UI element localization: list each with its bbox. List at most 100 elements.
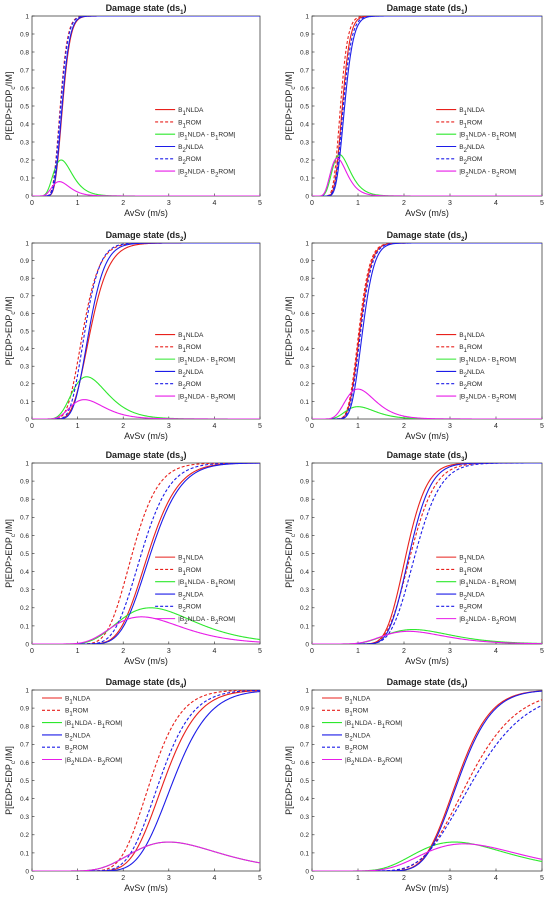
y-tick-label: 0: [305, 641, 309, 648]
x-tick-label: 4: [494, 200, 498, 207]
legend-label: |B1NLDA - B1ROM|: [459, 132, 517, 142]
x-tick-label: 0: [310, 875, 314, 882]
series-line-5: [312, 704, 542, 871]
chart-title: Damage state (ds3): [106, 450, 187, 463]
y-tick-label: 0.3: [20, 814, 29, 821]
x-axis-label: AvSv (m/s): [124, 656, 168, 666]
series-line-2: [32, 690, 260, 871]
y-tick-label: 0.8: [20, 49, 29, 56]
chart-panel-8: Damage state (ds4) 0 1 2 3 4 5 0 0.1 0.2 0.3 0.4 0.5…: [284, 677, 544, 893]
y-tick-label: 0.7: [20, 293, 29, 300]
series-line-3: [312, 154, 542, 196]
y-tick-label: 1: [305, 687, 309, 694]
x-tick-label: 3: [167, 875, 171, 882]
legend-label: |B2NLDA - B2ROM|: [345, 757, 403, 767]
x-tick-label: 5: [258, 648, 262, 655]
x-tick-label: 3: [448, 875, 452, 882]
x-tick-label: 4: [494, 648, 498, 655]
y-axis-label: P[EDP>EDPc/IM]: [284, 72, 297, 141]
y-tick-label: 0.6: [300, 85, 309, 92]
series-line-6: [312, 157, 542, 196]
y-tick-label: 0.4: [300, 569, 309, 576]
legend-label: |B1NLDA - B1ROM|: [178, 579, 236, 589]
series-group: [32, 690, 260, 871]
chart-title: Damage state (ds4): [106, 677, 187, 690]
legend-label: B2NLDA: [178, 144, 204, 154]
y-tick-label: 0.9: [300, 31, 309, 38]
x-tick-label: 5: [540, 648, 544, 655]
x-tick-label: 5: [258, 423, 262, 430]
y-tick-label: 0: [25, 193, 29, 200]
series-line-1: [312, 463, 542, 644]
series-line-2: [312, 16, 542, 196]
series-group: [312, 690, 542, 871]
y-tick-label: 0.9: [300, 706, 309, 713]
x-tick-label: 4: [212, 875, 216, 882]
y-tick-label: 0.7: [20, 742, 29, 749]
y-tick-label: 0.4: [300, 121, 309, 128]
series-line-2: [32, 16, 260, 196]
x-axis-label: AvSv (m/s): [405, 656, 449, 666]
x-axis-label: AvSv (m/s): [405, 208, 449, 218]
legend-label: B2ROM: [178, 156, 201, 166]
y-tick-label: 0.2: [20, 381, 29, 388]
series-group: [32, 463, 260, 644]
x-tick-label: 5: [258, 200, 262, 207]
legend-label: B1ROM: [178, 344, 201, 354]
y-axis-label: P[EDP>EDPc/IM]: [4, 297, 17, 366]
y-tick-label: 0.5: [300, 328, 309, 335]
y-tick-label: 1: [305, 13, 309, 20]
series-line-4: [312, 16, 542, 196]
y-tick-label: 0.3: [300, 139, 309, 146]
y-tick-label: 0.2: [300, 605, 309, 612]
y-tick-label: 0.6: [20, 311, 29, 318]
y-tick-label: 0.1: [20, 623, 29, 630]
y-tick-label: 0.7: [300, 293, 309, 300]
chart-panel-3: Damage state (ds2) 0 1 2 3 4 5 0 0.1 0.2 0.3 0.4 0.5…: [4, 230, 262, 441]
legend-label: B1ROM: [459, 119, 482, 129]
series-line-6: [32, 399, 260, 419]
x-tick-label: 0: [310, 648, 314, 655]
x-tick-label: 4: [494, 875, 498, 882]
series-line-6: [32, 616, 260, 644]
y-tick-label: 0.3: [300, 364, 309, 371]
y-tick-label: 0.9: [20, 706, 29, 713]
y-tick-label: 0.5: [20, 778, 29, 785]
x-tick-label: 1: [356, 200, 360, 207]
x-tick-label: 2: [402, 875, 406, 882]
legend-label: B1ROM: [178, 119, 201, 129]
y-tick-label: 0.2: [300, 832, 309, 839]
legend: B1NLDA B1ROM |B1NLDA - B1ROM| B2NLDA B2ROM |B…: [436, 332, 517, 403]
y-tick-label: 0.5: [300, 551, 309, 558]
legend-label: |B1NLDA - B1ROM|: [459, 357, 517, 367]
y-tick-label: 0.6: [20, 533, 29, 540]
legend-label: |B2NLDA - B2ROM|: [65, 757, 123, 767]
chart-title: Damage state (ds1): [387, 3, 468, 16]
y-tick-label: 0.7: [20, 515, 29, 522]
legend-label: B1NLDA: [459, 107, 485, 117]
x-tick-label: 4: [212, 648, 216, 655]
plot-area: [31, 462, 261, 645]
x-axis-label: AvSv (m/s): [124, 883, 168, 893]
y-tick-label: 0.8: [300, 497, 309, 504]
x-tick-label: 5: [540, 875, 544, 882]
chart-panel-5: Damage state (ds3) 0 1 2 3 4 5 0 0.1 0.2 0.3 0.4 0.5…: [4, 450, 262, 666]
y-tick-label: 0.1: [300, 175, 309, 182]
y-tick-label: 0.5: [20, 103, 29, 110]
x-tick-label: 3: [448, 648, 452, 655]
legend-label: |B1NLDA - B1ROM|: [345, 720, 403, 730]
x-tick-label: 2: [121, 875, 125, 882]
chart-title: Damage state (ds2): [106, 230, 187, 243]
y-tick-label: 1: [25, 687, 29, 694]
legend-label: B1ROM: [459, 567, 482, 577]
legend-label: B2ROM: [459, 604, 482, 614]
x-tick-label: 4: [212, 200, 216, 207]
series-line-1: [312, 243, 542, 419]
plot-area: [31, 15, 261, 197]
y-tick-label: 0.9: [20, 31, 29, 38]
y-tick-label: 0.9: [20, 479, 29, 486]
x-tick-label: 3: [448, 423, 452, 430]
y-tick-label: 0.4: [20, 121, 29, 128]
x-tick-label: 1: [76, 423, 80, 430]
legend-label: |B1NLDA - B1ROM|: [178, 132, 236, 142]
